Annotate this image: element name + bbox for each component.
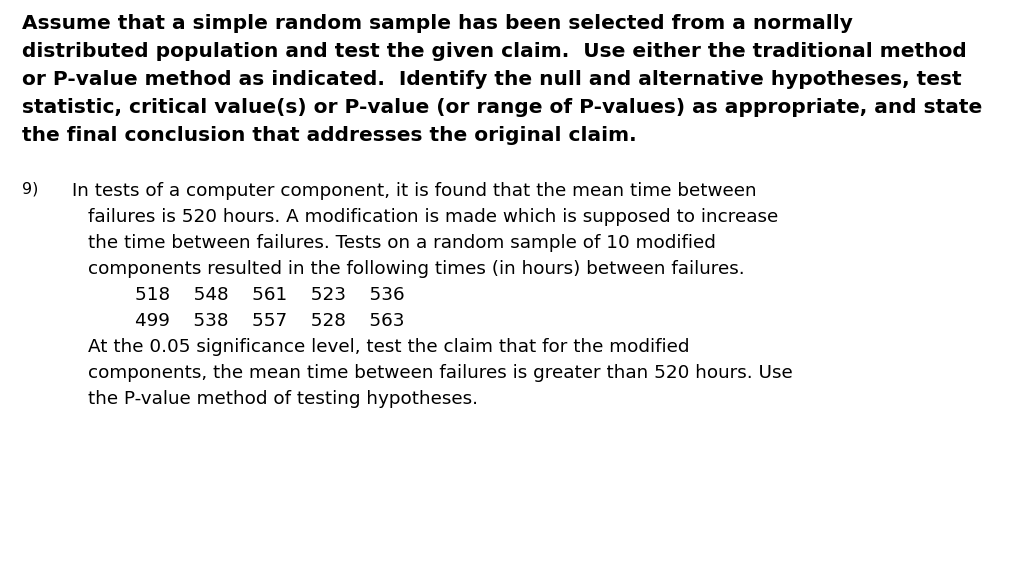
Text: the P-value method of testing hypotheses.: the P-value method of testing hypotheses… (88, 390, 478, 408)
Text: 9): 9) (22, 182, 38, 197)
Text: failures is 520 hours. A modification is made which is supposed to increase: failures is 520 hours. A modification is… (88, 208, 778, 226)
Text: or P-value method as indicated.  Identify the null and alternative hypotheses, t: or P-value method as indicated. Identify… (22, 70, 962, 89)
Text: Assume that a simple random sample has been selected from a normally: Assume that a simple random sample has b… (22, 14, 853, 33)
Text: 499    538    557    528    563: 499 538 557 528 563 (135, 312, 404, 330)
Text: 518    548    561    523    536: 518 548 561 523 536 (135, 286, 404, 304)
Text: the final conclusion that addresses the original claim.: the final conclusion that addresses the … (22, 126, 637, 145)
Text: At the 0.05 significance level, test the claim that for the modified: At the 0.05 significance level, test the… (88, 338, 689, 356)
Text: In tests of a computer component, it is found that the mean time between: In tests of a computer component, it is … (72, 182, 757, 200)
Text: distributed population and test the given claim.  Use either the traditional met: distributed population and test the give… (22, 42, 967, 61)
Text: statistic, critical value(s) or P-value (or range of P-values) as appropriate, a: statistic, critical value(s) or P-value … (22, 98, 982, 117)
Text: components resulted in the following times (in hours) between failures.: components resulted in the following tim… (88, 260, 744, 278)
Text: components, the mean time between failures is greater than 520 hours. Use: components, the mean time between failur… (88, 364, 793, 382)
Text: the time between failures. Tests on a random sample of 10 modified: the time between failures. Tests on a ra… (88, 234, 716, 252)
